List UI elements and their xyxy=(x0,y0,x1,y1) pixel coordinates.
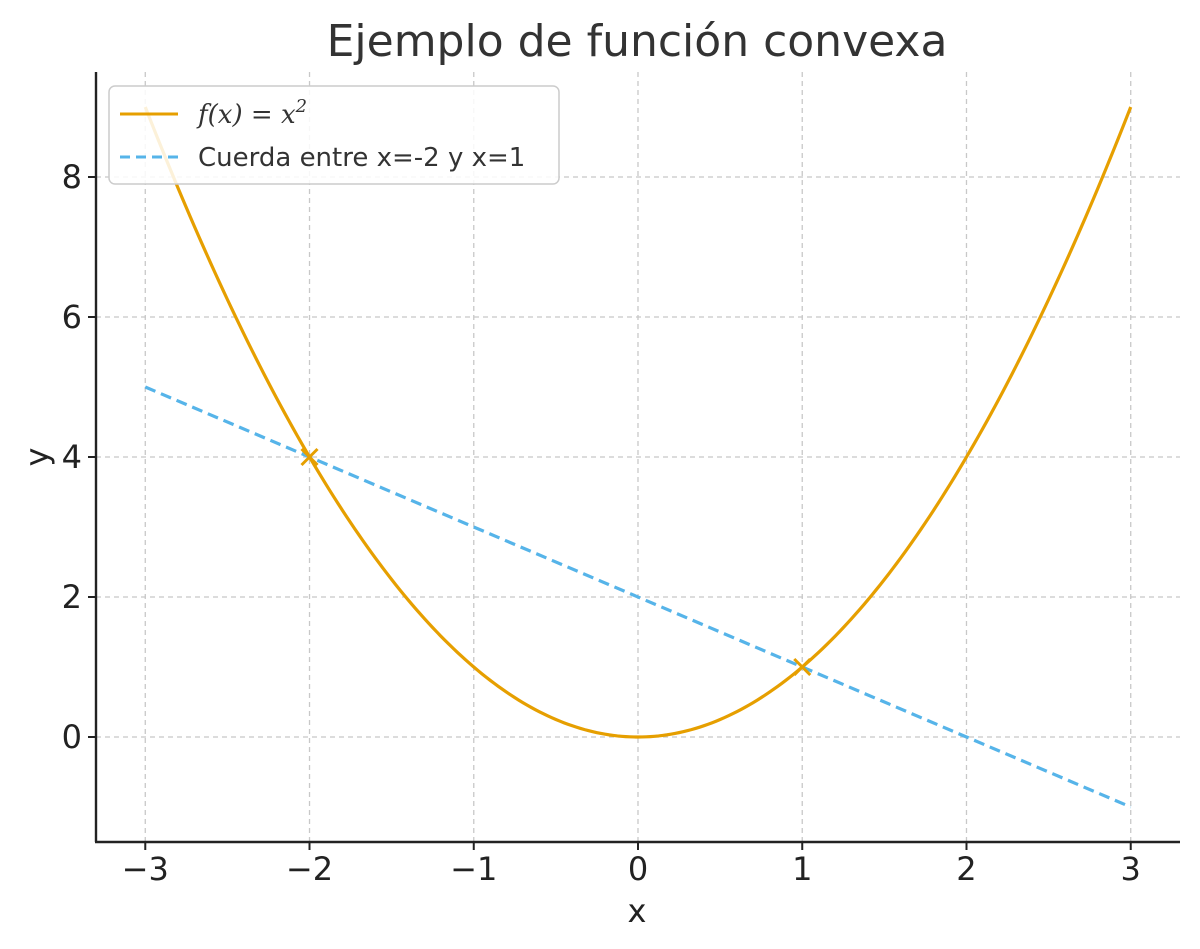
legend-math-close: ) xyxy=(231,100,242,130)
legend-label-chord: Cuerda entre x=-2 y x=1 xyxy=(198,143,525,173)
chord-endpoint-marker xyxy=(793,657,812,677)
x-tick-label: 1 xyxy=(792,850,812,888)
marker-stroke xyxy=(793,657,812,677)
legend-math-x: x xyxy=(218,100,233,130)
x-tick-label: −3 xyxy=(122,850,169,888)
y-tick-label: 8 xyxy=(62,158,82,196)
y-tick-label: 4 xyxy=(62,438,82,476)
y-tick-label: 2 xyxy=(62,578,82,616)
y-axis-label: y xyxy=(18,448,56,467)
x-tick-label: 2 xyxy=(956,850,976,888)
chord-endpoint-marker xyxy=(300,447,319,467)
y-tick-label: 6 xyxy=(62,298,82,336)
x-tick-label: −1 xyxy=(450,850,497,888)
legend-math-eq: = xyxy=(243,100,281,130)
ticks: −3 −2 −1 0 1 2 3 0 2 4 6 8 xyxy=(62,158,1141,888)
y-tick-label: 0 xyxy=(62,718,82,756)
legend-math-base: x xyxy=(281,100,296,130)
marker-layer xyxy=(300,447,812,677)
x-tick-label: 3 xyxy=(1121,850,1141,888)
legend-math-exponent: 2 xyxy=(295,96,307,117)
legend-math-open: ( xyxy=(208,100,219,130)
legend-frame xyxy=(108,85,560,185)
marker-stroke xyxy=(300,447,319,467)
x-tick-label: 0 xyxy=(628,850,648,888)
legend: f(x) = x2 Cuerda entre x=-2 y x=1 xyxy=(108,85,560,185)
chart-title: Ejemplo de función convexa xyxy=(327,16,948,67)
legend-label-parabola: f(x) = x2 xyxy=(196,96,307,130)
x-tick-label: −2 xyxy=(286,850,333,888)
x-axis-label: x xyxy=(628,892,647,930)
grid xyxy=(96,72,1180,842)
